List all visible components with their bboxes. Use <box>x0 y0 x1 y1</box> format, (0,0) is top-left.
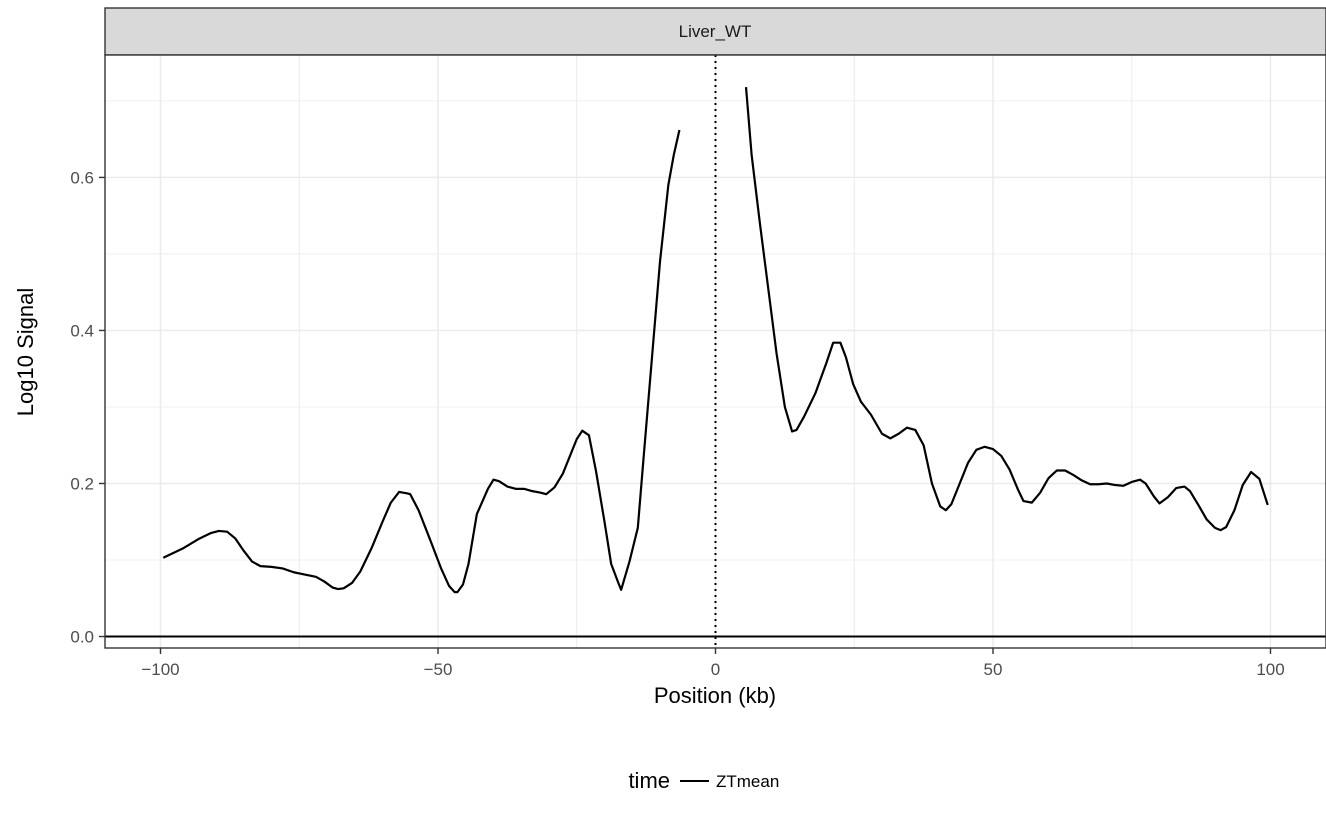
y-tick-label: 0.2 <box>70 474 94 493</box>
y-tick-label: 0.0 <box>70 628 94 647</box>
x-tick-label: 100 <box>1256 660 1284 679</box>
x-tick-label: 0 <box>711 660 720 679</box>
x-tick-label: 50 <box>984 660 1003 679</box>
x-tick-label: −100 <box>141 660 179 679</box>
y-axis-title: Log10 Signal <box>13 288 38 416</box>
facet-label: Liver_WT <box>679 22 752 41</box>
y-tick-label: 0.4 <box>70 321 94 340</box>
y-tick-label: 0.6 <box>70 168 94 187</box>
series-line-ZTmean-segment-1 <box>162 129 681 594</box>
legend: time ZTmean <box>628 768 779 793</box>
reference-lines <box>105 55 1326 648</box>
legend-label: ZTmean <box>716 772 779 791</box>
x-axis-title: Position (kb) <box>654 683 776 708</box>
strip-background <box>104 7 1326 56</box>
axes: −100 −50 0 50 100 0.0 0.2 0.4 0.6 <box>70 168 1284 679</box>
series-lines <box>162 87 1269 594</box>
series-line-ZTmean-segment-2 <box>744 87 1269 532</box>
legend-title: time <box>628 768 670 793</box>
x-tick-label: −50 <box>424 660 453 679</box>
